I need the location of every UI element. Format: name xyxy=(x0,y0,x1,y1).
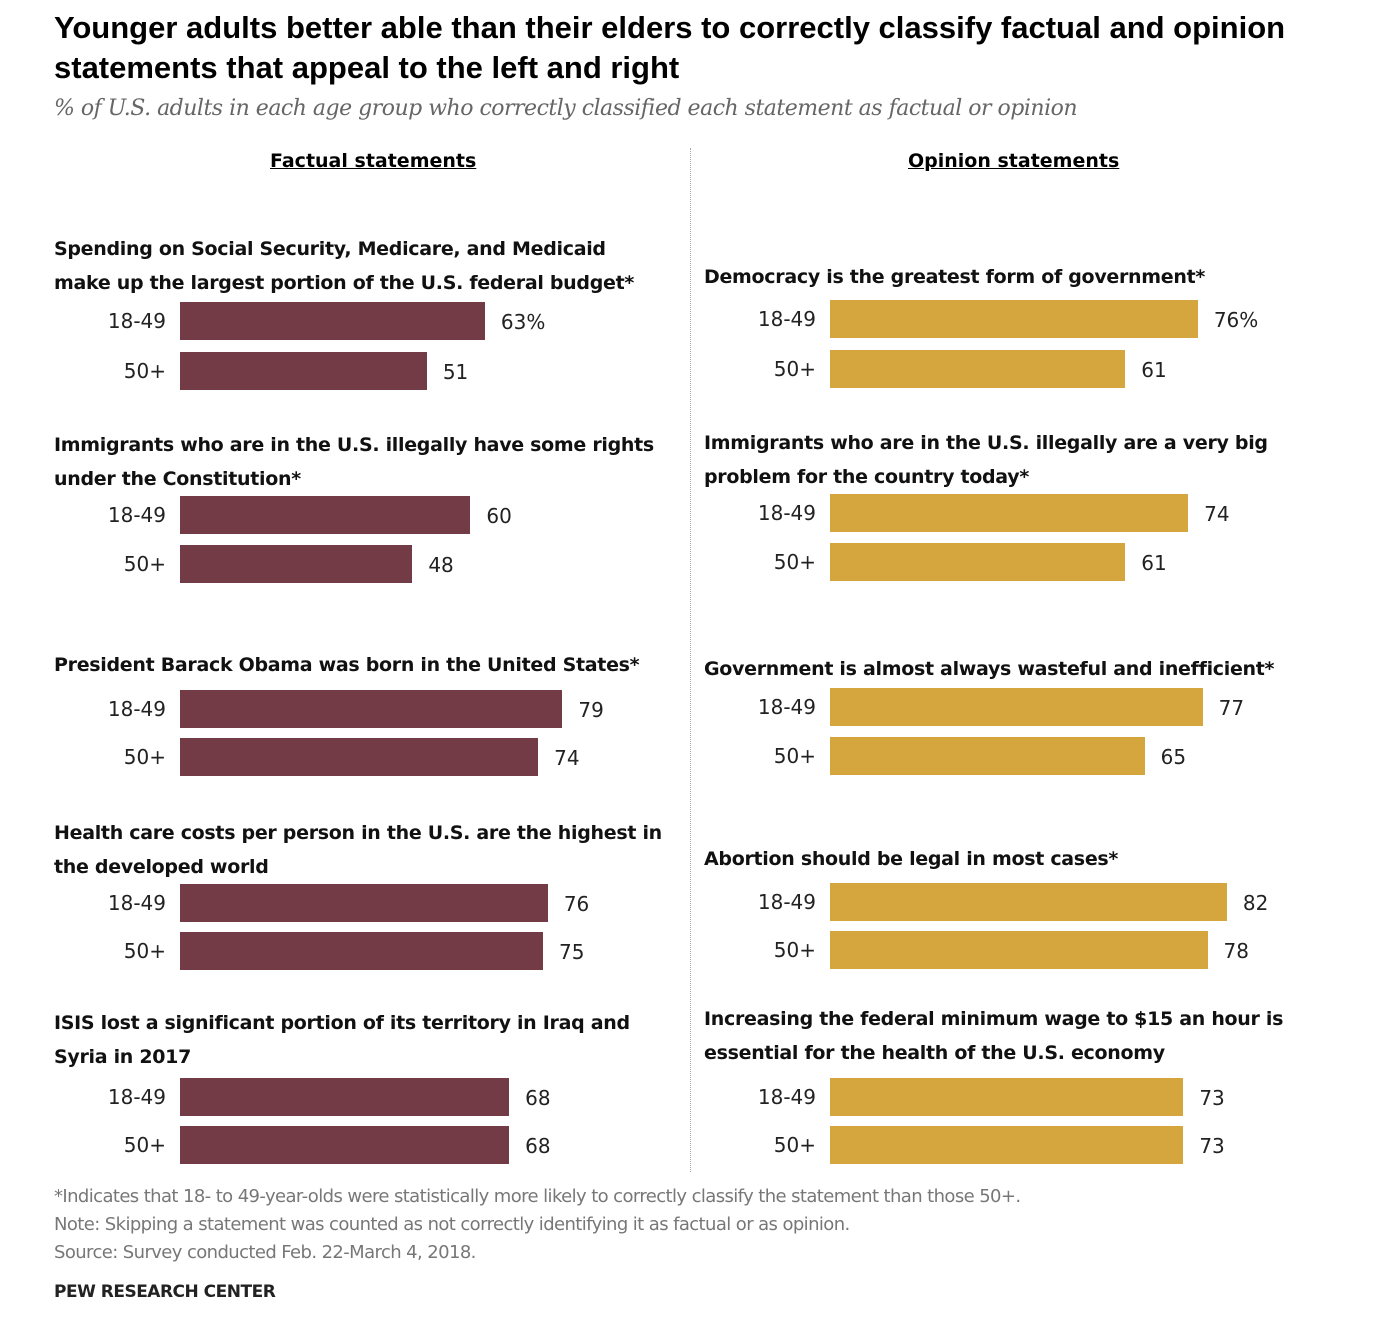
age-group-label: 18-49 xyxy=(107,503,166,527)
age-group-label: 18-49 xyxy=(757,1085,816,1109)
footnote-note: Note: Skipping a statement was counted a… xyxy=(54,1214,850,1235)
bar-18-49 xyxy=(180,884,548,922)
footnote-source: Source: Survey conducted Feb. 22-March 4… xyxy=(54,1242,476,1263)
statement-label: Immigrants who are in the U.S. illegally… xyxy=(54,434,654,490)
column-divider xyxy=(690,148,691,1172)
age-group-label: 18-49 xyxy=(107,891,166,915)
bar-50+ xyxy=(830,543,1126,581)
chart-title: Younger adults better able than their el… xyxy=(54,10,1286,85)
statement-label: Increasing the federal minimum wage to $… xyxy=(704,1008,1284,1064)
age-group-label: 50+ xyxy=(773,744,816,768)
opinion-column-heading: Opinion statements xyxy=(908,150,1120,172)
age-group-label: 18-49 xyxy=(107,697,166,721)
bar-50+ xyxy=(830,931,1208,969)
value-label: 74 xyxy=(554,746,580,770)
bar-50+ xyxy=(180,352,427,390)
bar-18-49 xyxy=(180,1078,510,1116)
statement-label: Health care costs per person in the U.S.… xyxy=(54,822,662,878)
age-group-label: 50+ xyxy=(123,552,166,576)
bar-18-49 xyxy=(180,690,563,728)
value-label: 63% xyxy=(500,310,546,334)
bar-18-49 xyxy=(830,494,1189,532)
value-label: 76% xyxy=(1213,308,1259,332)
age-group-label: 50+ xyxy=(773,550,816,574)
value-label: 76 xyxy=(563,892,590,916)
bar-50+ xyxy=(180,738,539,776)
bar-18-49 xyxy=(830,300,1198,338)
brand-logo-text: PEW RESEARCH CENTER xyxy=(54,1282,276,1302)
value-label: 77 xyxy=(1218,696,1245,720)
bar-18-49 xyxy=(180,302,485,340)
value-label: 51 xyxy=(442,360,469,384)
value-label: 68 xyxy=(525,1086,551,1110)
value-label: 74 xyxy=(1204,502,1230,526)
age-group-label: 18-49 xyxy=(757,307,816,331)
value-label: 79 xyxy=(578,698,604,722)
value-label: 73 xyxy=(1199,1086,1225,1110)
value-label: 75 xyxy=(559,940,585,964)
bar-18-49 xyxy=(180,496,471,534)
statement-label: Abortion should be legal in most cases* xyxy=(704,848,1119,870)
value-label: 65 xyxy=(1160,745,1187,769)
age-group-label: 50+ xyxy=(123,359,166,383)
bar-50+ xyxy=(180,545,413,583)
value-label: 78 xyxy=(1223,939,1249,963)
chart-subtitle: % of U.S. adults in each age group who c… xyxy=(54,96,1078,121)
bar-50+ xyxy=(830,350,1126,388)
value-label: 68 xyxy=(525,1134,551,1158)
bar-18-49 xyxy=(830,1078,1184,1116)
age-group-label: 18-49 xyxy=(757,501,816,525)
age-group-label: 50+ xyxy=(123,939,166,963)
value-label: 60 xyxy=(486,504,512,528)
age-group-label: 18-49 xyxy=(757,695,816,719)
factual-column-heading: Factual statements xyxy=(270,150,477,172)
statement-label: Spending on Social Security, Medicare, a… xyxy=(54,238,635,294)
age-group-label: 50+ xyxy=(773,1133,816,1157)
value-label: 48 xyxy=(428,553,454,577)
bar-50+ xyxy=(180,1126,510,1164)
bar-18-49 xyxy=(830,883,1227,921)
value-label: 61 xyxy=(1141,358,1167,382)
statement-label: Immigrants who are in the U.S. illegally… xyxy=(704,432,1268,488)
age-group-label: 18-49 xyxy=(107,1085,166,1109)
age-group-label: 50+ xyxy=(773,938,816,962)
bar-50+ xyxy=(830,737,1145,775)
age-group-label: 50+ xyxy=(123,745,166,769)
value-label: 61 xyxy=(1141,551,1167,575)
age-group-label: 50+ xyxy=(123,1133,166,1157)
age-group-label: 50+ xyxy=(773,357,816,381)
value-label: 73 xyxy=(1199,1134,1225,1158)
value-label: 82 xyxy=(1242,891,1269,915)
statement-label: Government is almost always wasteful and… xyxy=(704,658,1275,680)
age-group-label: 18-49 xyxy=(757,890,816,914)
statement-label: Democracy is the greatest form of govern… xyxy=(704,266,1206,288)
age-group-label: 18-49 xyxy=(107,309,166,333)
statement-label: President Barack Obama was born in the U… xyxy=(54,654,640,676)
bar-50+ xyxy=(180,932,543,970)
statement-label: ISIS lost a significant portion of its t… xyxy=(54,1012,630,1068)
bar-50+ xyxy=(830,1126,1184,1164)
footnote-asterisk: *Indicates that 18- to 49-year-olds were… xyxy=(54,1186,1021,1207)
bar-18-49 xyxy=(830,688,1203,726)
